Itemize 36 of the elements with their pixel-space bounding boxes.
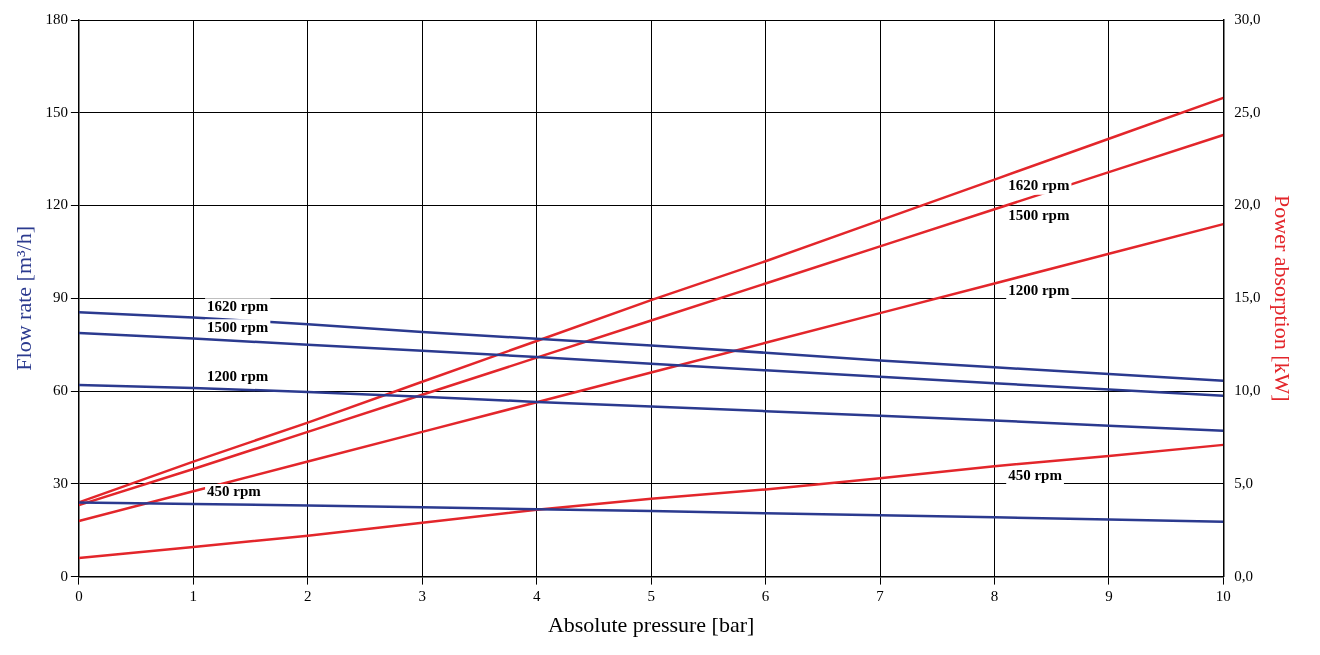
y-axis-title: Flow rate [m³/h] — [10, 225, 36, 371]
y-tick-label: 30 — [52, 474, 68, 491]
x-axis-title: Absolute pressure [bar] — [547, 611, 755, 637]
y2-tick-label: 10,0 — [1234, 382, 1261, 398]
x-tick-label: 0 — [75, 587, 83, 604]
y-tick-label: 180 — [45, 10, 68, 27]
series-label: 1500 rpm — [1008, 207, 1070, 224]
y-tick-label: 60 — [52, 382, 68, 398]
y-tick-label: 150 — [45, 103, 68, 120]
x-tick-label: 10 — [1215, 587, 1231, 604]
x-tick-label: 5 — [647, 587, 655, 604]
y-tick-label: 90 — [52, 289, 68, 306]
y-tick-label: 0 — [60, 567, 68, 584]
x-tick-label: 2 — [304, 587, 312, 604]
y2-tick-label: 20,0 — [1234, 196, 1261, 213]
y2-tick-label: 15,0 — [1234, 289, 1261, 306]
series-label: 450 rpm — [1008, 467, 1063, 484]
x-tick-label: 8 — [990, 587, 999, 604]
series-label: 1620 rpm — [1008, 177, 1070, 194]
y2-axis-title: Power absorption [kW] — [1270, 195, 1296, 402]
series-label: 1200 rpm — [207, 367, 269, 384]
y2-tick-label: 25,0 — [1234, 103, 1261, 120]
x-tick-label: 7 — [876, 587, 885, 604]
x-tick-label: 4 — [532, 587, 541, 604]
x-tick-label: 6 — [761, 587, 770, 604]
x-tick-label: 3 — [418, 587, 426, 604]
series-label: 1500 rpm — [207, 318, 269, 335]
series-label: 450 rpm — [207, 483, 262, 500]
series-label: 1620 rpm — [207, 297, 269, 314]
x-tick-label: 1 — [189, 587, 198, 604]
series-label: 1200 rpm — [1008, 282, 1070, 299]
y2-tick-label: 5,0 — [1234, 474, 1254, 491]
y2-tick-label: 0,0 — [1234, 567, 1254, 584]
x-tick-label: 9 — [1105, 587, 1113, 604]
y2-tick-label: 30,0 — [1234, 10, 1261, 27]
y-tick-label: 120 — [45, 196, 68, 213]
